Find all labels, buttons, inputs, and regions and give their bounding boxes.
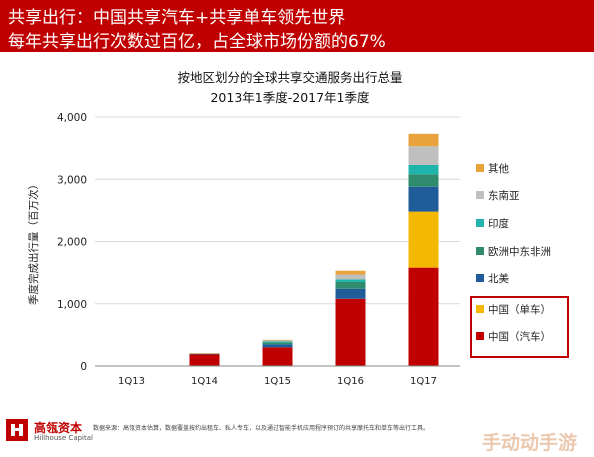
bar-segment: [408, 186, 439, 212]
bar-segment: [335, 288, 366, 299]
header-line-2: 每年共享出行次数过百亿，占全球市场份额的67%: [8, 32, 386, 52]
y-axis-label: 季度完成出行量（百万次）: [27, 179, 40, 305]
legend-label: 北美: [488, 272, 509, 285]
x-tick-label: 1Q15: [264, 376, 291, 387]
bar-segment: [408, 267, 439, 366]
legend-swatch: [476, 219, 484, 227]
watermark: 手动动手游: [482, 432, 578, 454]
bar-segment: [262, 342, 293, 345]
bar-segment: [335, 270, 366, 275]
y-tick-label: 4,000: [57, 112, 87, 124]
header-line-1: 共享出行：中国共享汽车+共享单车领先世界: [8, 8, 346, 28]
logo-text-en: Hillhouse Capital: [34, 434, 93, 442]
china-legend-highlight-box: [470, 296, 569, 358]
bar-segment: [262, 344, 293, 348]
bar-segment: [262, 340, 293, 342]
x-tick-label: 1Q17: [410, 376, 437, 387]
bar-segment: [262, 339, 293, 341]
bar-segment: [335, 281, 366, 289]
y-tick-label: 1,000: [57, 299, 87, 311]
bar-segment: [408, 211, 439, 268]
chart-title: 按地区划分的全球共享交通服务出行总量: [177, 70, 403, 85]
bar-segment: [189, 353, 220, 354]
x-tick-label: 1Q16: [337, 376, 364, 387]
source-note: 数据来源：高瓴资本估算，数据覆盖按约出租车、私人专车，以及通过智能手机应用程序预…: [93, 425, 430, 432]
logo-mark-icon: [6, 419, 28, 441]
logo-text-cn: 高瓴资本: [34, 421, 83, 435]
bar-segment: [408, 174, 439, 187]
bar-segment: [262, 347, 293, 366]
legend-swatch: [476, 332, 484, 340]
bar-segment: [189, 353, 220, 355]
legend-swatch: [476, 305, 484, 313]
bar-segment: [262, 341, 293, 343]
y-tick-label: 2,000: [57, 237, 87, 249]
legend-label: 中国（单车）: [488, 303, 551, 316]
chart-subtitle: 2013年1季度-2017年1季度: [210, 90, 370, 105]
legend-label: 中国（汽车）: [488, 330, 551, 343]
y-tick-label: 3,000: [57, 174, 87, 186]
bar-segment: [335, 298, 366, 366]
legend-swatch: [476, 191, 484, 199]
y-tick-label: 0: [80, 361, 87, 373]
bar-segment: [189, 354, 220, 366]
x-tick-label: 1Q14: [191, 376, 218, 387]
bar-segment: [335, 274, 366, 280]
bar-segment: [335, 279, 366, 282]
x-tick-label: 1Q13: [118, 376, 145, 387]
header-banner: 共享出行：中国共享汽车+共享单车领先世界 每年共享出行次数过百亿，占全球市场份额…: [0, 0, 594, 52]
legend-label: 印度: [488, 217, 509, 230]
legend-label: 其他: [488, 162, 509, 175]
legend-label: 东南亚: [488, 189, 520, 202]
legend-label: 欧洲中东非洲: [488, 245, 551, 258]
bar-segment: [408, 133, 439, 147]
legend-swatch: [476, 247, 484, 255]
legend-swatch: [476, 274, 484, 282]
legend-swatch: [476, 164, 484, 172]
bar-segment: [408, 164, 439, 175]
bar-segment: [408, 146, 439, 165]
